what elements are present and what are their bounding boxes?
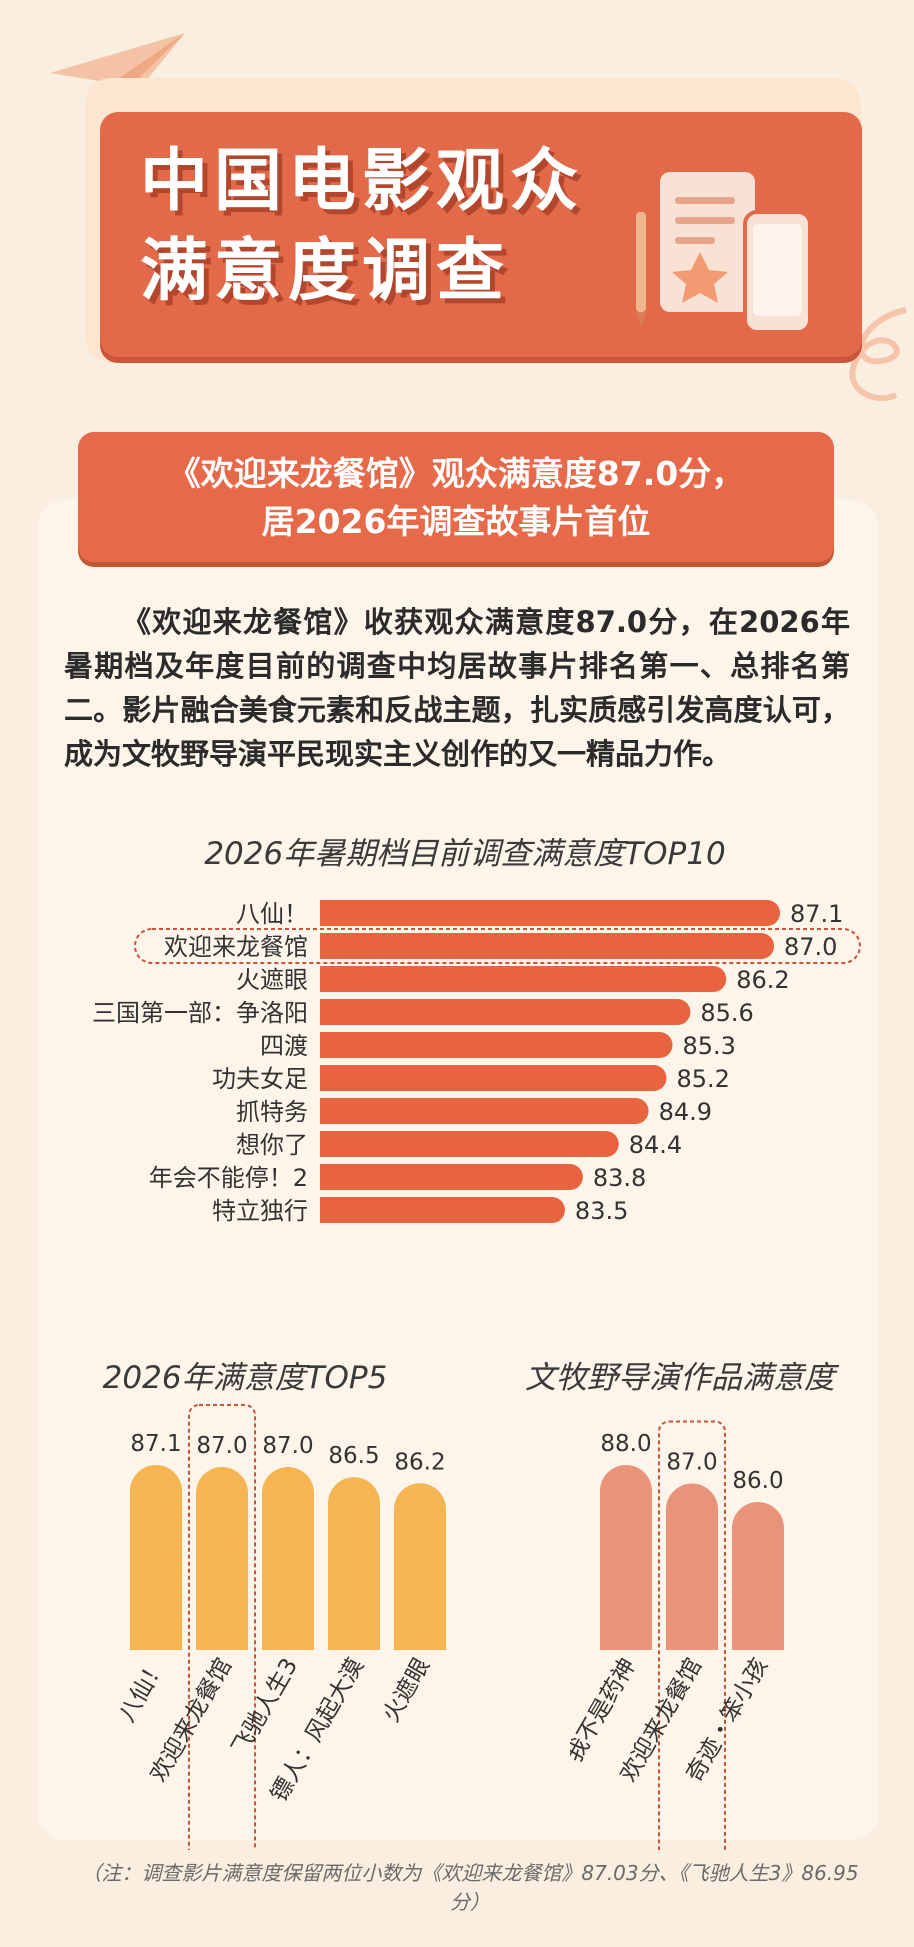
bar [320,1098,649,1124]
bar [320,933,775,959]
value-label: 83.5 [575,1197,628,1225]
title-banner: 中国电影观众 满意度调查 [100,112,862,357]
bar [320,1197,565,1223]
bar [320,1065,667,1091]
category-label: 功夫女足 [212,1065,308,1093]
category-label: 想你了 [236,1131,308,1159]
value-label: 87.0 [262,1433,313,1459]
bar [320,1164,583,1190]
value-label: 86.2 [394,1449,445,1475]
bar [600,1465,652,1650]
value-label: 87.1 [790,900,843,928]
value-label: 84.9 [659,1098,712,1126]
category-label: 火遮眼 [378,1654,435,1727]
bar [320,900,780,926]
value-label: 86.5 [328,1443,379,1469]
bar [130,1465,182,1650]
bar [328,1477,380,1650]
summary-paragraph: 《欢迎来龙餐馆》收获观众满意度87.0分，在2026年暑期档及年度目前的调查中均… [64,605,850,771]
value-label: 84.4 [629,1131,682,1159]
footnote: （注：调查影片满意度保留两位小数为《欢迎来龙餐馆》87.03分、《飞驰人生3》8… [81,1861,859,1914]
top5-chart-title: 2026年满意度TOP5 [102,1360,388,1396]
value-label: 83.8 [593,1164,646,1192]
value-label: 85.2 [676,1065,729,1093]
category-label: 四渡 [260,1032,308,1060]
highlight-frame [134,928,861,964]
value-label: 87.1 [130,1431,181,1457]
category-label: 三国第一部：争洛阳 [92,999,308,1027]
top5-bar-chart: 87.1八仙！87.0欢迎来龙餐馆87.0飞驰人生386.5镖人：风起大漠86.… [114,1404,446,1850]
director-chart-title: 文牧野导演作品满意度 [525,1360,835,1396]
top10-chart-title: 2026年暑期档目前调查满意度TOP10 [204,836,726,872]
value-label: 87.0 [784,933,837,961]
highlight-frame [188,1404,256,1850]
value-label: 87.0 [196,1433,247,1459]
bar [262,1467,314,1650]
swirl-decoration-icon [849,307,907,402]
headline-line-1: 《欢迎来龙餐馆》观众满意度87.0分， [167,454,745,493]
category-label: 飞驰人生3 [227,1654,303,1759]
bar [320,966,727,992]
value-label: 85.6 [700,999,753,1027]
top10-bar-chart: 八仙！ 87.1 欢迎来龙餐馆 87.0 火遮眼 86.2 三国第一部：争洛阳 85.6 四渡 8… [92,900,861,1225]
category-label: 年会不能停！2 [149,1164,308,1192]
value-label: 87.0 [666,1450,717,1476]
category-label: 八仙！ [236,900,308,928]
headline-banner: 《欢迎来龙餐馆》观众满意度87.0分， 居2026年调查故事片首位 [78,432,834,562]
value-label: 88.0 [600,1431,651,1457]
highlight-frame [658,1420,726,1850]
bar [320,1032,673,1058]
bar [320,1131,619,1157]
category-label: 欢迎来龙餐馆 [164,933,308,961]
bar [732,1502,784,1650]
bar [394,1483,446,1650]
bar [666,1483,718,1650]
value-label: 85.3 [682,1032,735,1060]
category-label: 火遮眼 [236,966,308,994]
value-label: 86.2 [736,966,789,994]
title-line-2: 满意度调查 [140,232,511,311]
value-label: 86.0 [732,1468,783,1494]
category-label: 抓特务 [236,1098,308,1126]
bar [196,1467,248,1650]
title-line-1: 中国电影观众 [140,142,585,221]
category-label: 特立独行 [212,1197,308,1225]
headline-line-2: 居2026年调查故事片首位 [261,502,651,541]
bar [320,999,691,1025]
category-label: 八仙！ [114,1654,171,1727]
survey-document-icon [636,172,812,334]
